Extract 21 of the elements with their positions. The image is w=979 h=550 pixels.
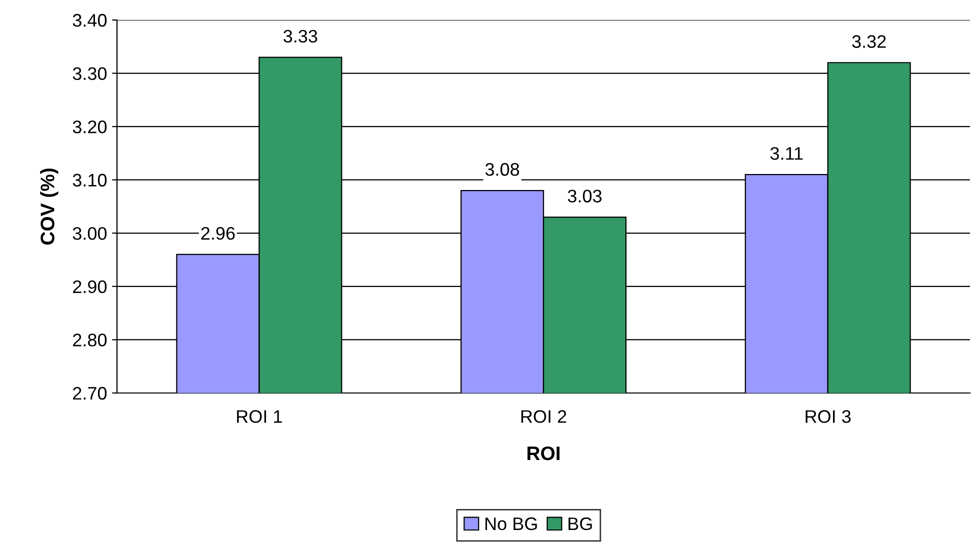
data-label: 3.03 [568, 190, 602, 202]
x-tick-label: ROI 3 [806, 410, 851, 423]
y-tick-label: 3.40 [72, 14, 107, 27]
x-tick-label: ROI 1 [237, 410, 282, 423]
y-tick-label: 2.70 [73, 386, 107, 400]
x-tick-label: ROI 2 [521, 410, 566, 423]
data-label: 3.33 [284, 30, 318, 43]
data-label: 3.08 [485, 163, 520, 176]
legend-label: No BG [485, 517, 537, 530]
x-axis-title: ROI [528, 446, 560, 460]
legend-label: BG [568, 517, 592, 530]
y-axis-title: COV (%) [40, 168, 58, 245]
data-label: 3.32 [852, 35, 886, 48]
data-label: 3.11 [770, 147, 803, 160]
y-tick-label: 2.90 [73, 280, 107, 294]
y-tick-label: 3.30 [72, 67, 107, 80]
y-tick-label: 2.80 [73, 334, 107, 346]
y-tick-label: 3.10 [72, 174, 107, 187]
y-tick-label: 3.20 [72, 120, 107, 134]
data-label: 2.96 [201, 226, 235, 240]
y-tick-label: 3.00 [72, 227, 107, 240]
